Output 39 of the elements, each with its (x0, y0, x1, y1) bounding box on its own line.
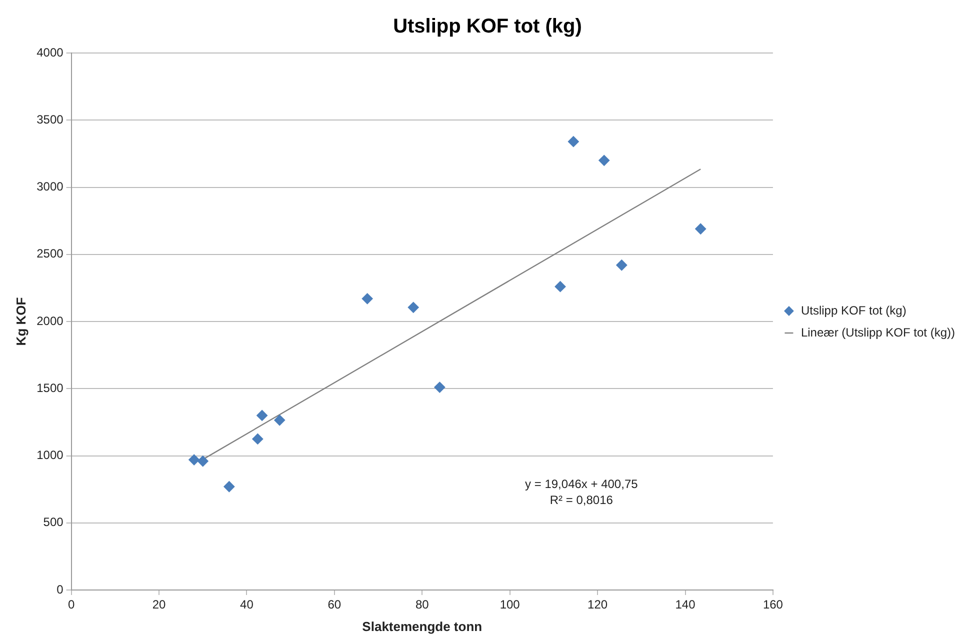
point (252, 433, 264, 444)
point (362, 293, 373, 304)
y-tick-label: 2500 (36, 246, 64, 261)
chart-title: Utslipp KOF tot (kg) (393, 16, 582, 38)
y-tick-label: 4000 (36, 45, 64, 60)
annotation: R² = 0,8016 (550, 492, 614, 507)
y-tick-label: 3000 (36, 180, 64, 194)
y-axis-title: Kg KOF (13, 297, 28, 346)
x-tick-label: 0 (68, 598, 75, 612)
x-tick-label: 80 (415, 598, 430, 612)
y-tick-label: 0 (56, 582, 64, 596)
point (197, 456, 208, 467)
point (434, 382, 446, 393)
point (554, 281, 566, 292)
x-tick-label: 40 (240, 598, 254, 612)
x-tick-label: 160 (762, 598, 784, 612)
y-tick-label: 1000 (36, 448, 64, 462)
point (695, 223, 706, 234)
point (568, 136, 579, 148)
point (274, 414, 286, 426)
point (616, 260, 628, 271)
x-axis-title: Slaktemengde tonn (362, 618, 482, 634)
x-tick-label: 120 (588, 598, 608, 612)
point (598, 154, 610, 166)
x-tick-label: 140 (675, 598, 696, 612)
y-tick-label: 500 (43, 515, 64, 530)
legend-label: Lineær (Utslipp KOF tot (kg)) (800, 325, 956, 340)
point (408, 302, 419, 313)
y-tick-label: 1500 (36, 380, 64, 395)
point (188, 454, 200, 466)
legend-label: Utslipp KOF tot (kg) (800, 303, 906, 318)
x-tick-label: 60 (328, 598, 342, 612)
annotation: y = 19,046x + 400,75 (525, 476, 638, 491)
point (256, 410, 268, 421)
x-tick-label: 20 (152, 598, 166, 612)
y-tick-label: 2000 (36, 314, 64, 328)
y-tick-label: 3500 (36, 112, 64, 126)
point (224, 481, 235, 492)
x-tick-label: 100 (500, 598, 520, 612)
